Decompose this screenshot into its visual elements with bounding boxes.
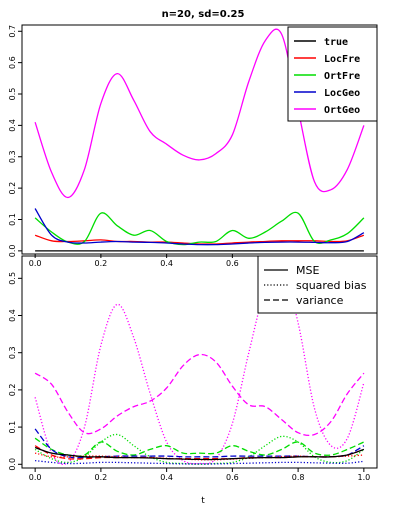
x-tick-label: 0.8 bbox=[292, 473, 305, 482]
legend-label: squared bias bbox=[296, 279, 367, 292]
x-tick-label: 0.2 bbox=[95, 473, 108, 482]
series-line bbox=[35, 459, 364, 465]
y-tick-label: 0.2 bbox=[8, 384, 17, 397]
y-tick-label: 0.2 bbox=[8, 182, 17, 195]
y-tick-label: 0.0 bbox=[8, 244, 17, 257]
x-tick-label: 0.2 bbox=[95, 259, 108, 268]
y-tick-label: 0.4 bbox=[8, 309, 17, 322]
legend-label: LocFre bbox=[324, 54, 360, 65]
y-tick-label: 0.7 bbox=[8, 25, 17, 38]
x-axis-label: t bbox=[201, 496, 205, 506]
y-tick-label: 0.3 bbox=[8, 346, 17, 359]
bottom-panel: 0.0 0.1 0.2 0.3 0.4 0.5 0.0 0.2 0.4 0.6 0.8 1.0 MSE s… bbox=[8, 255, 378, 482]
x-tick-label: 0.6 bbox=[226, 259, 239, 268]
series-group bbox=[34, 265, 365, 465]
series-line-ortfre bbox=[34, 211, 365, 246]
chart-title: n=20, sd=0.25 bbox=[162, 9, 245, 20]
x-tick-label: 0.0 bbox=[29, 259, 42, 268]
legend-label: OrtFre bbox=[324, 71, 360, 82]
legend-label: MSE bbox=[296, 264, 319, 277]
series-group bbox=[34, 28, 365, 252]
y-tick-label: 0.5 bbox=[8, 88, 17, 101]
legend-label: OrtGeo bbox=[324, 105, 360, 116]
plot-frame bbox=[21, 24, 378, 255]
legend-label: true bbox=[324, 37, 348, 48]
y-tick-label: 0.5 bbox=[8, 272, 17, 285]
y-tick-label: 0.4 bbox=[8, 119, 17, 132]
top-panel: 0.0 0.1 0.2 0.3 0.4 0.5 0.6 0.7 0.0 0.2 0.4 0.6 true… bbox=[8, 24, 378, 268]
legend-box bbox=[287, 26, 378, 122]
x-tick-label: 0.6 bbox=[226, 473, 239, 482]
series-line bbox=[34, 353, 365, 437]
x-tick-label: 0.0 bbox=[29, 473, 42, 482]
x-tick-label: 0.4 bbox=[160, 473, 173, 482]
plot-frame bbox=[21, 255, 378, 469]
series-line bbox=[34, 445, 365, 460]
y-tick-label: 0.6 bbox=[8, 56, 17, 69]
y-tick-label: 0.3 bbox=[8, 150, 17, 163]
legend-label: LocGeo bbox=[324, 88, 360, 99]
series-line bbox=[34, 446, 365, 461]
y-tick-label: 0.1 bbox=[8, 421, 17, 434]
x-tick-label: 0.4 bbox=[160, 259, 173, 268]
y-tick-label: 0.1 bbox=[8, 213, 17, 226]
series-line-ortgeo bbox=[34, 28, 365, 199]
series-line-locgeo bbox=[34, 208, 365, 246]
x-tick-label: 1.0 bbox=[357, 473, 370, 482]
y-tick-label: 0.0 bbox=[8, 458, 17, 471]
legend-label: variance bbox=[296, 294, 344, 307]
series-line bbox=[34, 437, 365, 457]
